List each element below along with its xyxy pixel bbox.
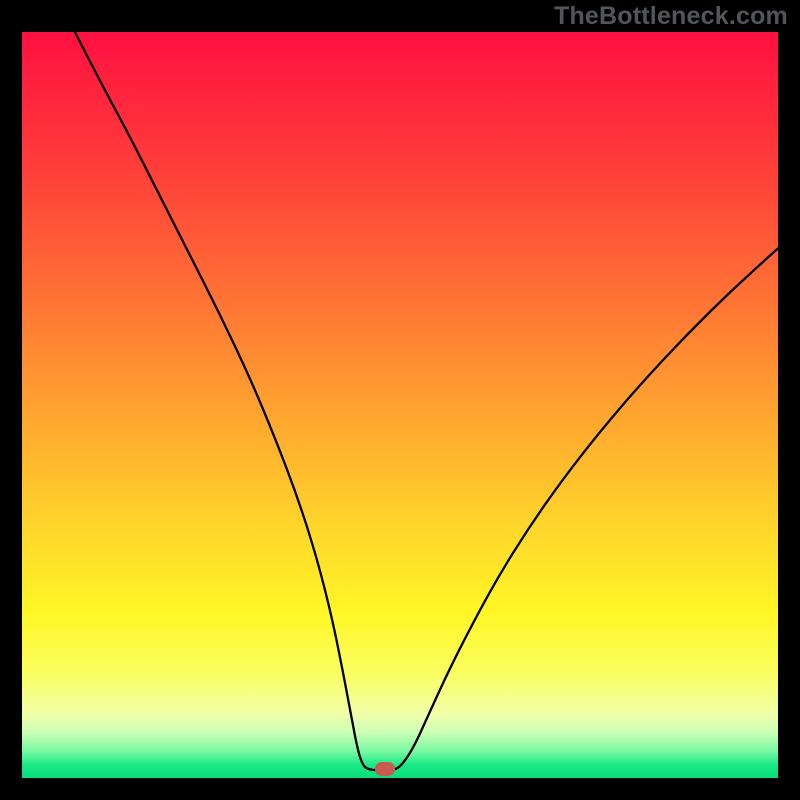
chart-frame: TheBottleneck.com	[0, 0, 800, 800]
min-marker	[375, 762, 395, 776]
watermark-text: TheBottleneck.com	[554, 2, 788, 31]
chart-area	[22, 32, 778, 778]
background-gradient	[22, 32, 778, 778]
